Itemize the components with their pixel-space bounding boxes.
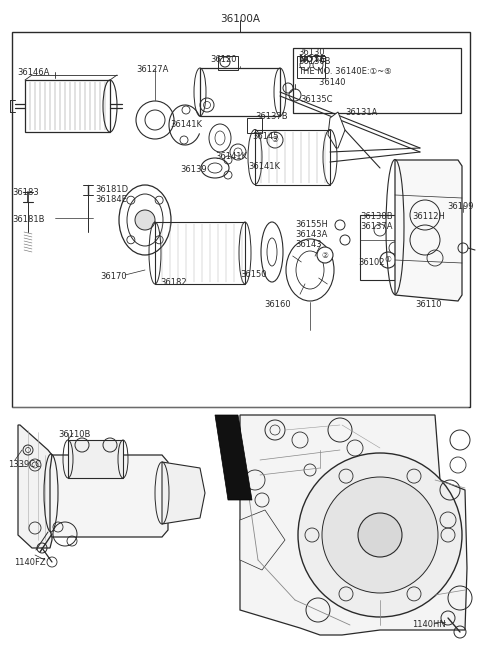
Bar <box>297 56 325 78</box>
Bar <box>255 130 330 185</box>
Bar <box>360 215 440 280</box>
Text: 36150: 36150 <box>240 270 266 279</box>
Text: 36199: 36199 <box>447 202 473 211</box>
Text: 36110B: 36110B <box>58 430 90 439</box>
Text: 36141K: 36141K <box>215 152 247 161</box>
Text: 36183: 36183 <box>12 188 39 197</box>
Bar <box>25 80 110 132</box>
Text: NOTE: NOTE <box>298 55 326 64</box>
Polygon shape <box>162 462 205 524</box>
Text: 36138B: 36138B <box>360 212 393 221</box>
Text: 36139: 36139 <box>180 165 206 174</box>
Circle shape <box>317 247 333 263</box>
Text: 36127A: 36127A <box>136 65 168 74</box>
Text: 36137B: 36137B <box>255 112 288 121</box>
Text: 36160: 36160 <box>264 300 291 309</box>
Circle shape <box>298 453 462 617</box>
Bar <box>155 222 245 284</box>
Text: 36184E: 36184E <box>95 195 127 204</box>
Text: 36110: 36110 <box>415 300 442 309</box>
Bar <box>12 32 470 407</box>
Text: 36141K: 36141K <box>170 120 202 129</box>
Bar <box>247 118 262 133</box>
Text: 36146A: 36146A <box>17 68 49 77</box>
Bar <box>293 48 461 113</box>
Circle shape <box>380 252 396 268</box>
Text: 36170: 36170 <box>100 272 127 281</box>
Polygon shape <box>328 112 345 148</box>
Bar <box>68 440 123 478</box>
Text: 36130: 36130 <box>298 48 324 57</box>
Text: 36141K: 36141K <box>248 162 280 171</box>
Polygon shape <box>18 425 52 548</box>
Bar <box>218 56 238 70</box>
Polygon shape <box>395 160 462 301</box>
Text: 36120: 36120 <box>210 55 237 64</box>
Text: 36131A: 36131A <box>345 108 377 117</box>
Text: 36140: 36140 <box>298 78 346 87</box>
Text: 36182: 36182 <box>160 278 187 287</box>
Text: 36143A: 36143A <box>295 230 327 239</box>
Bar <box>200 68 280 116</box>
Polygon shape <box>50 455 168 537</box>
Circle shape <box>135 210 155 230</box>
Circle shape <box>267 132 283 148</box>
Text: 1140FZ: 1140FZ <box>14 558 46 567</box>
Text: 36181D: 36181D <box>95 185 128 194</box>
Text: 36143: 36143 <box>295 240 322 249</box>
Text: 36155H: 36155H <box>295 220 328 229</box>
Text: 36100A: 36100A <box>220 14 260 24</box>
Text: ③: ③ <box>272 136 278 145</box>
Text: 36135C: 36135C <box>300 95 333 104</box>
Text: ②: ② <box>322 250 328 259</box>
Circle shape <box>358 513 402 557</box>
Circle shape <box>322 477 438 593</box>
Text: THE NO. 36140E:①~⑤: THE NO. 36140E:①~⑤ <box>298 67 392 76</box>
Polygon shape <box>215 415 252 500</box>
Polygon shape <box>240 415 467 635</box>
Text: 1339CC: 1339CC <box>8 460 41 469</box>
Text: 36102: 36102 <box>358 258 384 267</box>
Text: 36145: 36145 <box>252 132 278 141</box>
Text: 1140HN: 1140HN <box>412 620 446 629</box>
Text: 36112H: 36112H <box>412 212 445 221</box>
Text: 36137A: 36137A <box>360 222 393 231</box>
Polygon shape <box>240 510 285 570</box>
Text: 36181B: 36181B <box>12 215 45 224</box>
Text: 36130B: 36130B <box>298 57 331 66</box>
Text: ①: ① <box>384 255 391 265</box>
